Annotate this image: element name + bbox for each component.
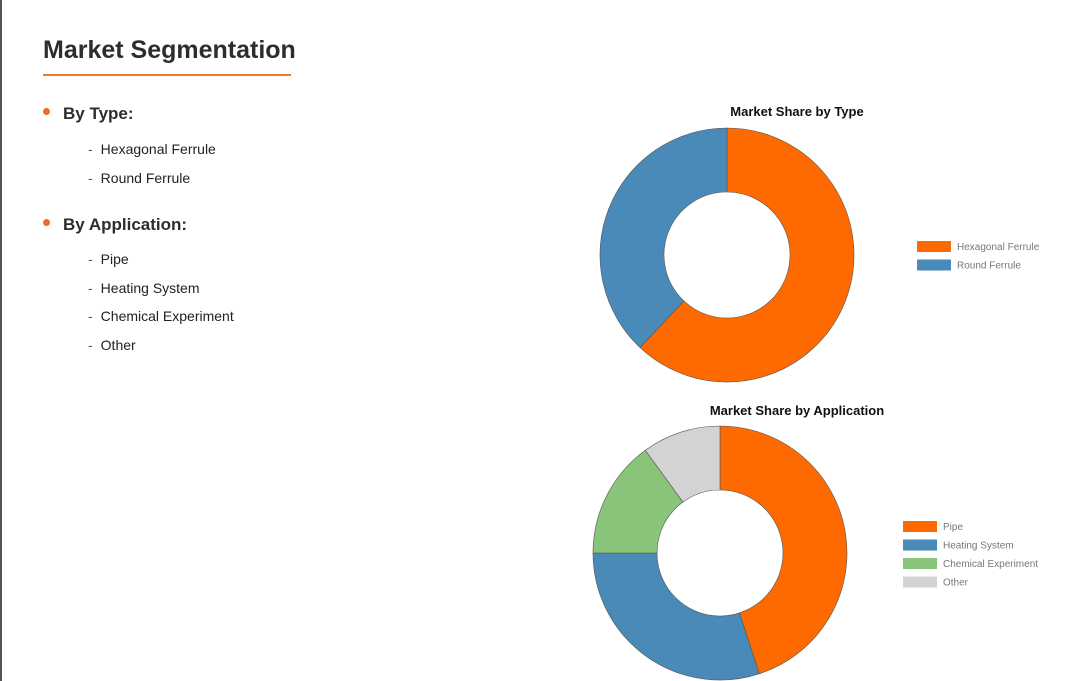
chart-title: Market Share by Type (730, 104, 863, 119)
donut-slice-pipe (719, 425, 848, 675)
bullet-icon (43, 108, 50, 115)
donut-slice-hexagonal-ferrule (639, 127, 855, 383)
section-heading: By Type: (63, 104, 134, 123)
title-underline (43, 74, 291, 76)
legend-swatch (903, 576, 937, 588)
legend-label: Heating System (943, 541, 1014, 552)
list-item: - Chemical Experiment (88, 308, 234, 324)
section-by-application: By Application: - Pipe - Heating System -C… (43, 212, 234, 359)
list-item: - Pipe (88, 251, 129, 267)
list-item: - Other (88, 336, 136, 353)
legend-label: Hexagonal Ferrule (957, 242, 1040, 253)
page-title: Market Segmentation (43, 36, 296, 64)
legend-swatch (917, 241, 951, 252)
section-heading: By Application: (63, 215, 188, 234)
bullet-icon (43, 219, 50, 226)
chart-title: Market Share by Application (710, 403, 884, 418)
legend-label: Round Ferrule (957, 261, 1021, 272)
list-item: - Heating System (88, 279, 200, 296)
legend-label: Chemical Experiment (943, 559, 1038, 570)
legend-swatch (917, 259, 951, 271)
section-by-type: By Type: - Hexagonal Ferrule - Round Ferru… (43, 101, 216, 192)
donut-slice-round-ferrule (599, 127, 728, 349)
legend-label: Other (943, 578, 969, 589)
legend-swatch (903, 521, 937, 532)
list-item: - Hexagonal Ferrule (88, 141, 216, 157)
list-item: - Round Ferrule (88, 169, 191, 186)
donut-slice-other (644, 425, 721, 503)
legend-label: Pipe (943, 522, 963, 533)
legend-swatch (903, 558, 937, 569)
legend-swatch (903, 539, 937, 551)
donut-slice-heating-system (592, 552, 760, 681)
